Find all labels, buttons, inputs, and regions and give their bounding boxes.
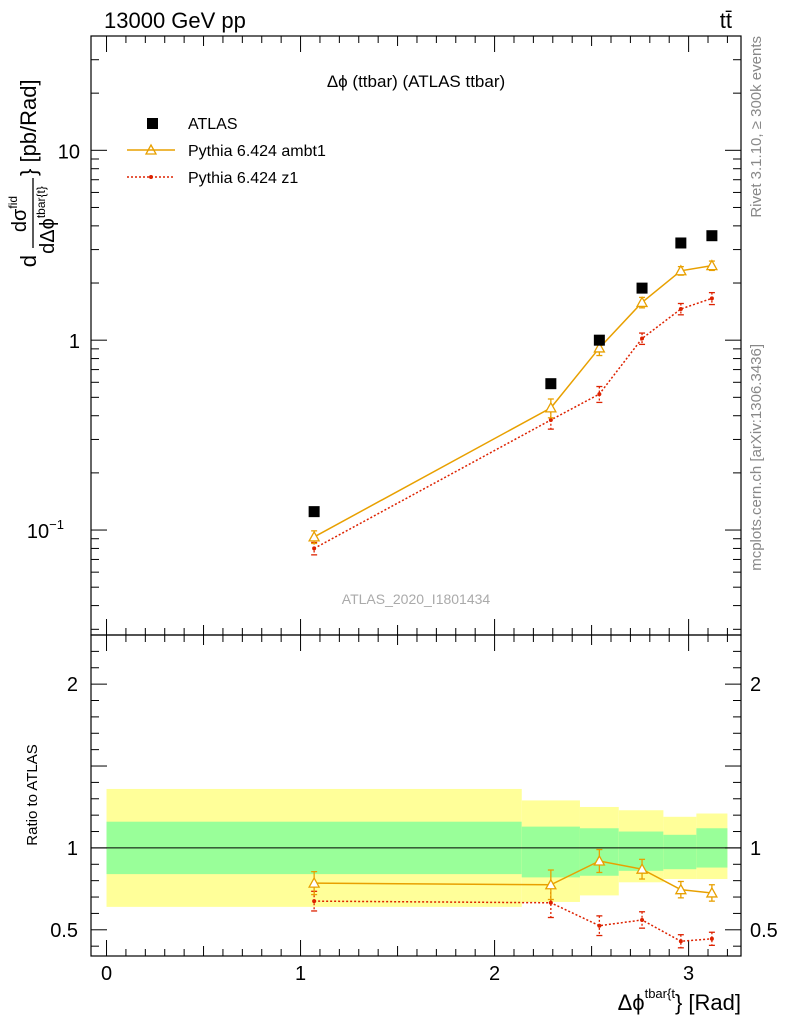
main-series-square [308, 230, 718, 518]
ratio-point-triangle [705, 886, 719, 898]
legend-item-ambt1: Pythia 6.424 ambt1 [127, 143, 326, 160]
main-point-square [593, 334, 605, 346]
main-line-triangle [313, 264, 713, 538]
x-tick-label: 3 [683, 963, 694, 985]
svg-text:} [pb/Rad]: } [pb/Rad] [16, 79, 41, 176]
analysis-watermark: ATLAS_2020_I1801434 [342, 591, 491, 607]
ratio-y-tick-label-right: 1 [750, 838, 761, 860]
ratio-point-triangle [544, 878, 557, 890]
legend: ATLAS Pythia 6.424 ambt1 Pythia 6.424 z1 [127, 116, 326, 187]
energy-label: 13000 GeV pp [104, 8, 246, 33]
legend-label-ambt1: Pythia 6.424 ambt1 [188, 143, 326, 160]
legend-label-atlas: ATLAS [188, 116, 238, 133]
main-y-tick-label: 10−1 [27, 517, 64, 543]
ratio-y-axis: 0.5 0.5 1 1 2 2 [50, 650, 778, 947]
main-point-triangle [674, 264, 687, 276]
rivet-label: Rivet 3.1.10, ≥ 300k events [748, 36, 765, 218]
ratio-y-axis-label: Ratio to ATLAS [24, 744, 41, 845]
ratio-x-axis: 0 1 2 3 [101, 635, 728, 985]
main-point-triangle [308, 530, 321, 542]
ratio-line-triangle [314, 860, 712, 894]
main-plot-panel: Δϕ (ttbar) (ATLAS ttbar) ATLAS_2020_I180… [6, 35, 742, 636]
x-tick-label: 1 [295, 963, 306, 985]
main-point-square [675, 237, 687, 249]
ratio-y-tick-label-right: 2 [750, 674, 761, 696]
x-tick-label: 0 [101, 963, 112, 985]
main-y-axis-label: d dσfid dΔϕtbar{t} } [pb/Rad] [6, 79, 59, 267]
main-point-triangle [593, 341, 606, 353]
ratio-point-dot [312, 899, 317, 904]
svg-text:d: d [16, 255, 41, 267]
main-point-dot [548, 417, 553, 422]
ratio-point-triangle [308, 876, 321, 888]
ratio-point-dot [548, 900, 553, 905]
ratio-point-dot [640, 917, 645, 922]
ratio-uncertainty-bands [91, 788, 741, 907]
main-x-ticks [106, 36, 728, 635]
main-plot-title: Δϕ (ttbar) (ATLAS ttbar) [327, 72, 505, 91]
main-point-dot [640, 336, 645, 341]
ratio-y-tick-label: 1 [67, 838, 78, 860]
main-point-dot [709, 296, 714, 301]
legend-item-atlas: ATLAS [147, 116, 238, 133]
mcplots-label: mcplots.cern.ch [arXiv:1306.3436] [748, 344, 765, 571]
main-point-triangle [544, 401, 557, 413]
main-point-square [706, 230, 718, 242]
main-point-triangle [635, 296, 649, 308]
ratio-point-dot [678, 939, 683, 944]
ratio-point-triangle [635, 862, 649, 874]
main-series-triangle [308, 259, 719, 545]
ratio-line-dot [314, 900, 712, 943]
main-point-dot [312, 546, 317, 551]
x-tick-label: 2 [489, 963, 500, 985]
ratio-point-dot [709, 936, 714, 941]
legend-label-z1: Pythia 6.424 z1 [188, 170, 298, 187]
legend-item-z1: Pythia 6.424 z1 [127, 170, 298, 187]
main-line-dot [313, 297, 713, 550]
ratio-plot-panel: 0.5 0.5 1 1 2 2 0 1 2 3 Ratio to ATLAS Δϕtbar{t}… [24, 634, 778, 1015]
x-axis-label: Δϕtbar{t} [Rad] [618, 986, 741, 1015]
ratio-plot-frame [90, 634, 742, 957]
green-band-segment [663, 834, 697, 870]
main-series-dot [311, 291, 715, 556]
svg-text:dΔϕtbar{t}: dΔϕtbar{t} [34, 186, 59, 254]
ratio-y-tick-label: 0.5 [50, 920, 78, 942]
main-y-axis: 10−1 1 10 [27, 35, 741, 630]
process-label: tt̄ [720, 8, 732, 33]
ratio-point-dot [597, 923, 602, 928]
legend-marker-ambt1 [144, 143, 158, 155]
svg-text:dσfid: dσfid [6, 196, 31, 232]
ratio-series-triangle [308, 848, 719, 902]
green-band-segment [618, 831, 664, 871]
green-band-segment [521, 826, 580, 878]
main-point-square [636, 282, 648, 294]
main-y-tick-label: 10 [58, 141, 80, 163]
ratio-y-tick-label: 2 [67, 674, 78, 696]
legend-marker-z1 [149, 175, 153, 179]
ratio-point-triangle [674, 883, 687, 895]
main-point-triangle [705, 259, 719, 271]
main-point-dot [597, 392, 602, 397]
main-point-square [545, 378, 557, 390]
main-series [308, 230, 719, 556]
main-point-square [308, 506, 320, 518]
ratio-y-tick-label-right: 0.5 [750, 920, 778, 942]
main-point-dot [678, 306, 683, 311]
main-y-tick-label: 1 [69, 331, 80, 353]
legend-marker-atlas [147, 118, 158, 129]
ratio-point-triangle [593, 854, 606, 866]
ratio-series [308, 848, 719, 949]
